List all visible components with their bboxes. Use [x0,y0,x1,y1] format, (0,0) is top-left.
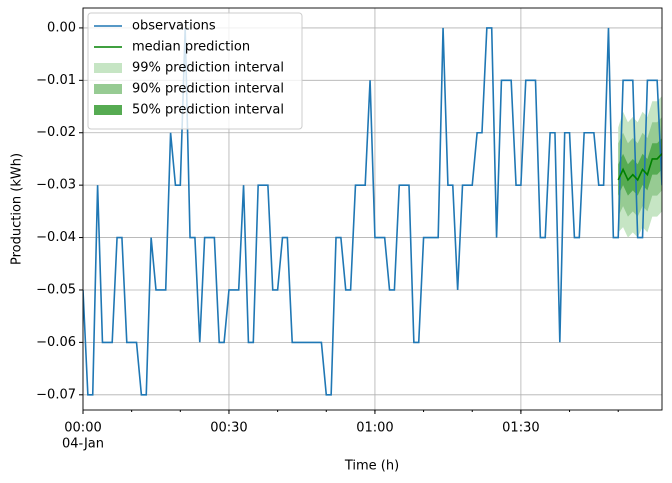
y-tick-label: −0.03 [36,178,76,193]
y-tick-label: −0.02 [36,125,76,140]
legend-label: 50% prediction interval [132,103,284,118]
legend-swatch [94,84,122,94]
x-tick-label: 00:30 [210,421,247,436]
series-line [83,27,662,396]
legend-label: 90% prediction interval [132,82,284,97]
prediction-interval [618,137,662,196]
y-tick-label: −0.07 [36,387,76,402]
plot-area [83,27,662,396]
y-axis-label: Production (kWh) [10,153,25,265]
x-tick-date: 04-Jan [62,437,104,452]
plot-frame [82,7,663,411]
y-tick-label: −0.05 [36,282,76,297]
x-tick-label: 00:00 [64,421,101,436]
y-tick-label: −0.06 [36,335,76,350]
y-tick-label: −0.04 [36,230,76,245]
legend-label: 99% prediction interval [132,61,284,76]
series-line [617,153,662,182]
x-axis-label: Time (h) [344,459,399,474]
legend-label: observations [132,19,216,34]
x-tick-label: 01:00 [356,421,393,436]
x-tick-label: 01:30 [502,421,539,436]
y-tick-label: −0.01 [36,73,76,88]
y-tick-label: 0.00 [47,20,76,35]
legend-box [87,12,303,130]
legend-swatch [94,105,122,115]
legend-swatch [94,63,122,73]
legend-label: median prediction [132,40,250,55]
